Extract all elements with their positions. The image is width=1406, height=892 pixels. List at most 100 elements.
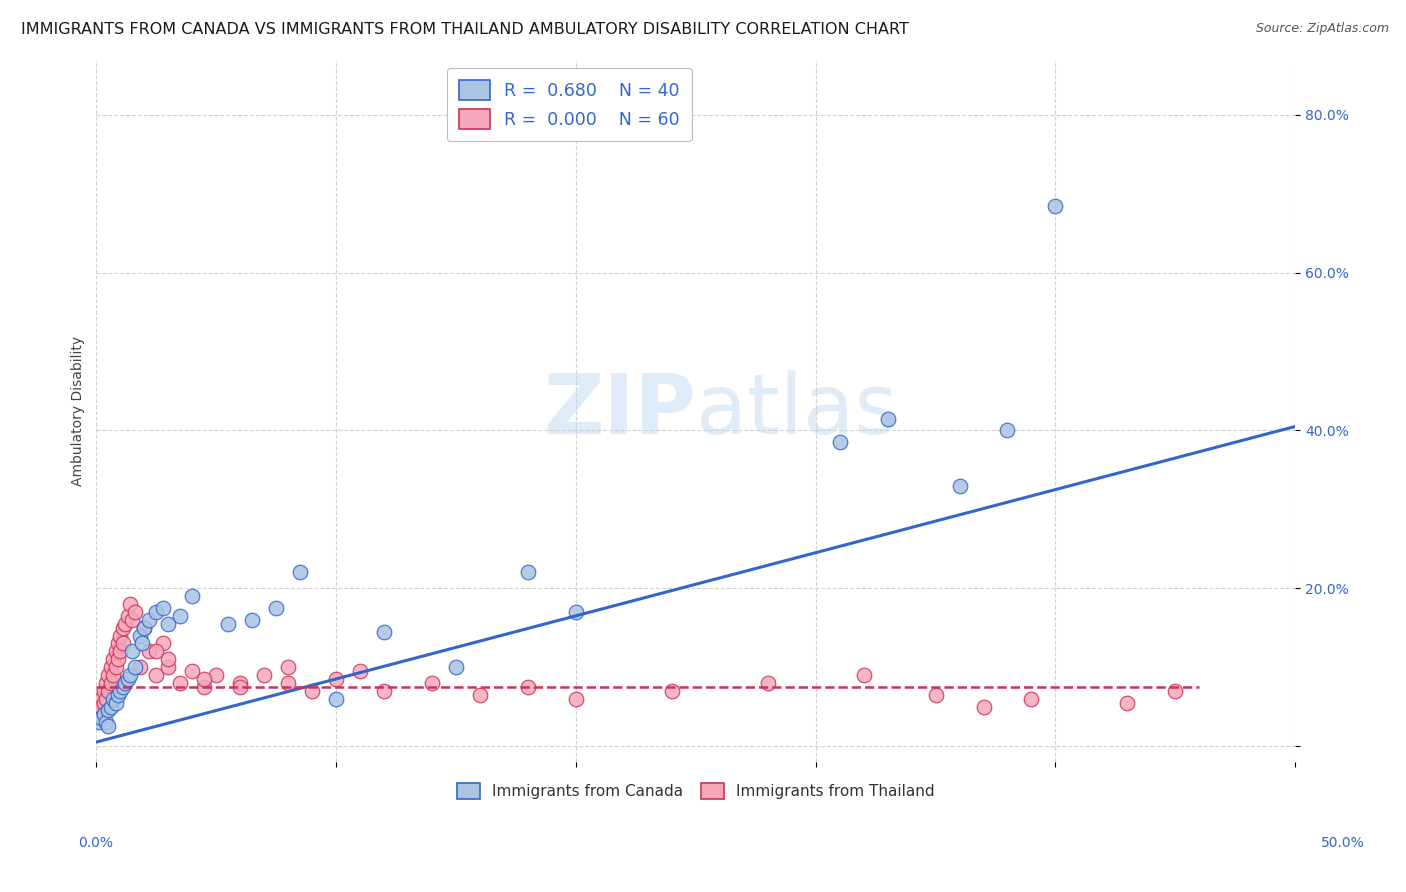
Point xyxy=(852,668,875,682)
Point xyxy=(661,683,683,698)
Point xyxy=(229,676,252,690)
Point xyxy=(138,644,160,658)
Point xyxy=(277,676,299,690)
Point xyxy=(1021,691,1043,706)
Point xyxy=(90,691,112,706)
Point xyxy=(157,660,180,674)
Point xyxy=(152,636,174,650)
Point xyxy=(516,566,538,580)
Point xyxy=(277,660,299,674)
Point xyxy=(145,668,167,682)
Point xyxy=(134,621,156,635)
Point xyxy=(128,660,150,674)
Point xyxy=(973,699,995,714)
Point xyxy=(1045,198,1067,212)
Point xyxy=(104,644,127,658)
Point xyxy=(118,597,141,611)
Point xyxy=(134,621,156,635)
Point xyxy=(100,699,122,714)
Point xyxy=(157,616,180,631)
Point xyxy=(948,478,970,492)
Point xyxy=(111,621,134,635)
Point xyxy=(107,688,129,702)
Text: 50.0%: 50.0% xyxy=(1320,836,1365,850)
Text: ZIP: ZIP xyxy=(543,370,696,451)
Point xyxy=(107,652,129,666)
Point xyxy=(90,699,112,714)
Point xyxy=(181,664,204,678)
Point xyxy=(253,668,276,682)
Point xyxy=(104,696,127,710)
Point xyxy=(756,676,779,690)
Point xyxy=(94,691,117,706)
Point xyxy=(444,660,467,674)
Point xyxy=(516,680,538,694)
Text: Source: ZipAtlas.com: Source: ZipAtlas.com xyxy=(1256,22,1389,36)
Point xyxy=(97,668,120,682)
Point xyxy=(373,683,395,698)
Point xyxy=(117,608,139,623)
Point xyxy=(373,624,395,639)
Point xyxy=(420,676,443,690)
Point xyxy=(97,683,120,698)
Point xyxy=(181,589,204,603)
Point xyxy=(87,707,110,722)
Point xyxy=(240,613,263,627)
Point xyxy=(325,672,347,686)
Point xyxy=(101,652,124,666)
Point xyxy=(110,628,132,642)
Point xyxy=(104,660,127,674)
Point xyxy=(101,691,124,706)
Point xyxy=(94,715,117,730)
Point xyxy=(121,613,143,627)
Point xyxy=(94,676,117,690)
Point xyxy=(205,668,228,682)
Point xyxy=(93,707,115,722)
Point xyxy=(131,636,153,650)
Point xyxy=(114,616,136,631)
Point xyxy=(110,683,132,698)
Point xyxy=(828,435,851,450)
Point xyxy=(90,711,112,725)
Point xyxy=(325,691,347,706)
Point xyxy=(100,660,122,674)
Point xyxy=(118,668,141,682)
Point xyxy=(97,704,120,718)
Point xyxy=(114,676,136,690)
Point xyxy=(138,613,160,627)
Point xyxy=(124,660,146,674)
Point xyxy=(93,696,115,710)
Y-axis label: Ambulatory Disability: Ambulatory Disability xyxy=(72,335,86,486)
Text: IMMIGRANTS FROM CANADA VS IMMIGRANTS FROM THAILAND AMBULATORY DISABILITY CORRELA: IMMIGRANTS FROM CANADA VS IMMIGRANTS FRO… xyxy=(21,22,908,37)
Point xyxy=(468,688,491,702)
Point xyxy=(1116,696,1139,710)
Point xyxy=(565,691,588,706)
Point xyxy=(193,672,215,686)
Point xyxy=(128,628,150,642)
Point xyxy=(157,652,180,666)
Point xyxy=(876,411,898,425)
Point xyxy=(111,680,134,694)
Point xyxy=(301,683,323,698)
Point xyxy=(107,636,129,650)
Point xyxy=(264,601,287,615)
Point xyxy=(169,676,191,690)
Point xyxy=(288,566,311,580)
Point xyxy=(110,644,132,658)
Point xyxy=(997,424,1019,438)
Point xyxy=(217,616,239,631)
Point xyxy=(145,644,167,658)
Point xyxy=(349,664,371,678)
Legend: Immigrants from Canada, Immigrants from Thailand: Immigrants from Canada, Immigrants from … xyxy=(449,775,942,806)
Point xyxy=(111,636,134,650)
Point xyxy=(97,719,120,733)
Point xyxy=(229,680,252,694)
Point xyxy=(100,676,122,690)
Point xyxy=(145,605,167,619)
Point xyxy=(1164,683,1187,698)
Point xyxy=(124,605,146,619)
Point xyxy=(101,668,124,682)
Text: 0.0%: 0.0% xyxy=(79,836,112,850)
Point xyxy=(121,644,143,658)
Point xyxy=(924,688,946,702)
